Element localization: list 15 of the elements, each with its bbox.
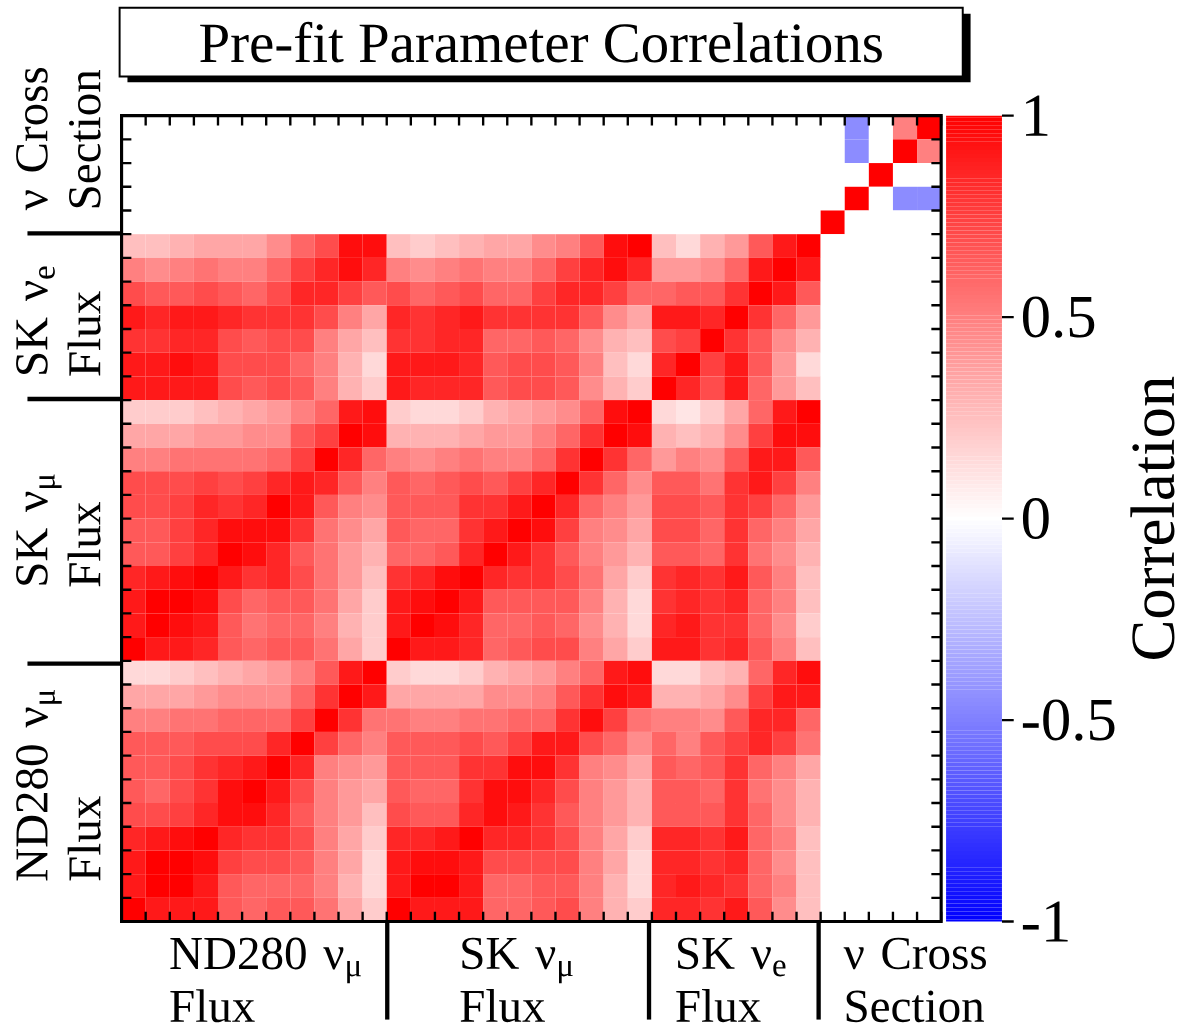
text: SK ν$_{e}$ Flux: [16, 266, 101, 376]
color-bar-label: 0.5: [1022, 296, 1095, 338]
chart-title: Pre-fit Parameter Correlations: [200, 21, 882, 63]
text: SK ν$_{μ}$ Flux: [16, 474, 101, 587]
text: ν Cross Section: [843, 937, 986, 1022]
text: SK ν$_{μ}$ Flux: [460, 937, 573, 1022]
color-bar-title: Correlation: [1130, 376, 1175, 659]
text: ν Cross Section: [16, 67, 101, 211]
color-bar-label: -1: [1022, 901, 1068, 942]
color-bar-label: 1: [1026, 95, 1048, 136]
color-bar-label: 0: [1022, 497, 1049, 539]
color-bar-label: -0.5: [1022, 699, 1115, 741]
text: SK ν$_{e}$ Flux: [676, 937, 786, 1022]
text: ND280 ν$_{μ}$ Flux: [16, 689, 101, 881]
text: ND280 ν$_{μ}$ Flux: [170, 937, 361, 1023]
